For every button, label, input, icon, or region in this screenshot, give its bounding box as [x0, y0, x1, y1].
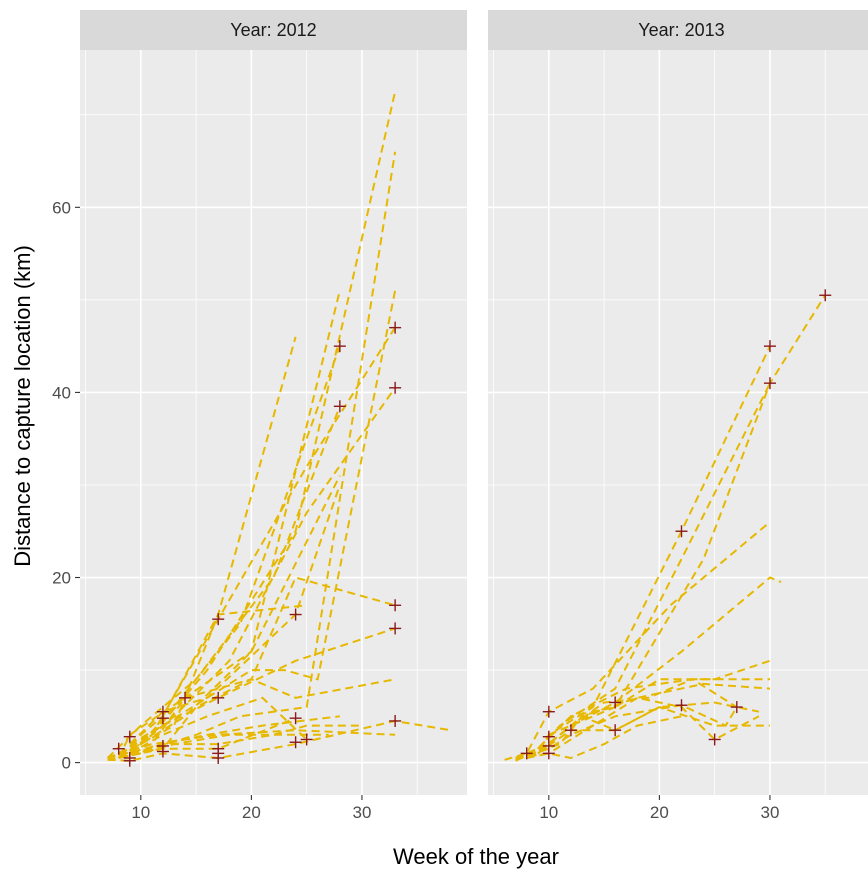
track-line [118, 627, 396, 755]
end-point-marker [609, 696, 622, 709]
y-tick-label: 40 [52, 383, 71, 402]
end-point-marker [389, 381, 402, 394]
end-point-marker [179, 691, 192, 704]
panel-data [106, 91, 451, 767]
end-point-marker [708, 733, 721, 746]
facet-strip [488, 10, 868, 50]
panel-background [488, 50, 868, 795]
end-point-marker [289, 712, 302, 725]
track-line [129, 696, 308, 755]
track-line [118, 151, 397, 757]
end-point-marker [123, 730, 136, 743]
track-line [129, 290, 397, 745]
end-point-marker [389, 321, 402, 334]
end-point-marker [389, 714, 402, 727]
end-point-marker [609, 724, 622, 737]
end-point-marker [156, 745, 169, 758]
end-point-marker [542, 705, 555, 718]
panel-data [504, 289, 832, 762]
track-line [515, 701, 760, 762]
end-point-marker [389, 599, 402, 612]
track-line [129, 387, 396, 755]
track-line [129, 484, 341, 745]
x-tick-label: 10 [131, 803, 150, 822]
panel-2: Year: 2013 10 20 30 [488, 10, 868, 822]
end-point-marker [300, 733, 313, 746]
track-line [129, 336, 297, 745]
track-line [118, 717, 296, 759]
end-point-marker [289, 608, 302, 621]
y-tick-label: 0 [62, 754, 71, 773]
x-tick-label: 20 [650, 803, 669, 822]
end-point-marker [156, 712, 169, 725]
end-point-marker [819, 289, 832, 302]
end-point-marker [564, 724, 577, 737]
end-point-marker [389, 622, 402, 635]
end-point-marker [520, 747, 533, 760]
track-line [118, 729, 396, 755]
end-point-marker [112, 742, 125, 755]
track-line [515, 576, 782, 761]
panel-background [80, 50, 467, 795]
y-tick-label: 20 [52, 569, 71, 588]
track-line [129, 678, 396, 755]
end-point-marker [289, 736, 302, 749]
end-point-marker [730, 701, 743, 714]
end-point-marker [542, 747, 555, 760]
end-point-marker [333, 340, 346, 353]
panel-1: Year: 2012 10 20 30 0 20 40 60 [52, 10, 467, 822]
x-tick-label: 30 [760, 803, 779, 822]
track-line [504, 521, 771, 761]
end-point-marker [675, 699, 688, 712]
end-point-marker [763, 340, 776, 353]
end-point-marker [675, 525, 688, 538]
track-line [515, 659, 771, 759]
facet-strip-label: Year: 2013 [638, 20, 724, 40]
end-point-marker [212, 691, 225, 704]
track-line [515, 704, 738, 761]
end-point-marker [333, 400, 346, 413]
y-tick-label: 60 [52, 198, 71, 217]
facet-strip [80, 10, 467, 50]
track-line [118, 604, 307, 759]
track-line [118, 91, 397, 755]
end-point-marker [763, 377, 776, 390]
x-tick-label: 20 [242, 803, 261, 822]
x-tick-label: 30 [352, 803, 371, 822]
facet-strip-label: Year: 2012 [230, 20, 316, 40]
x-axis-title: Week of the year [393, 844, 559, 869]
end-point-marker [212, 751, 225, 764]
end-point-marker [212, 613, 225, 626]
end-point-marker [123, 754, 136, 767]
track-line [526, 715, 682, 760]
x-tick-label: 10 [539, 803, 558, 822]
track-line [537, 706, 770, 755]
track-line [107, 724, 362, 759]
y-axis-title: Distance to capture location (km) [10, 245, 35, 567]
